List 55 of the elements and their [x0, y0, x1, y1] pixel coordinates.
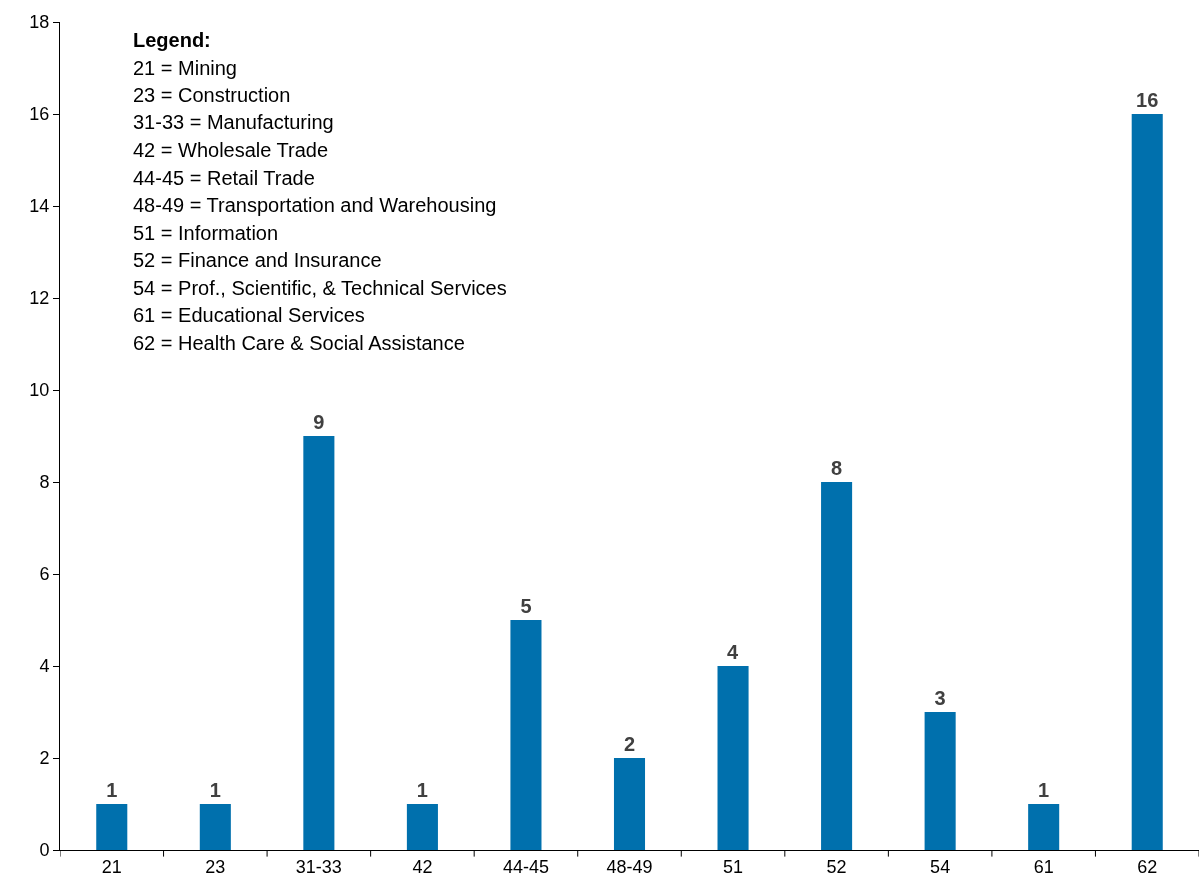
bar	[199, 804, 231, 850]
data-label: 1	[1038, 779, 1050, 801]
bar	[406, 804, 438, 850]
annotation: 62 = Health Care & Social Assistance	[133, 332, 465, 354]
data-label: 3	[934, 687, 946, 709]
annotation: 31-33 = Manufacturing	[133, 111, 334, 133]
bar	[717, 666, 749, 850]
data-label: 1	[209, 779, 221, 801]
data-label: 1	[416, 779, 428, 801]
annotation: 44-45 = Retail Trade	[133, 167, 315, 189]
data-label: 8	[831, 457, 843, 479]
bar	[1028, 804, 1060, 850]
x-tick-label: 61	[1033, 856, 1054, 877]
y-tick-label: 4	[39, 656, 50, 677]
annotation: 54 = Prof., Scientific, & Technical Services	[133, 277, 507, 299]
y-tick-label: 16	[29, 104, 50, 125]
bar	[303, 436, 335, 850]
data-label: 9	[313, 411, 325, 433]
annotation: 23 = Construction	[133, 84, 291, 106]
y-tick-label: 6	[39, 564, 50, 585]
bar	[821, 482, 853, 850]
x-tick-label: 52	[826, 856, 847, 877]
data-label: 1	[106, 779, 118, 801]
bar	[510, 620, 542, 850]
x-tick-label: 51	[723, 856, 744, 877]
annotation: 42 = Wholesale Trade	[133, 139, 329, 161]
y-tick-label: 12	[29, 288, 50, 309]
annotation: 21 = Mining	[133, 57, 237, 79]
annotation: Legend:	[133, 29, 211, 51]
annotation: 51 = Information	[133, 222, 279, 244]
x-tick-label: 42	[412, 856, 433, 877]
x-tick-label: 62	[1137, 856, 1158, 877]
annotation: 48-49 = Transportation and Warehousing	[133, 194, 497, 216]
data-label: 5	[520, 595, 532, 617]
annotation: 52 = Finance and Insurance	[133, 249, 382, 271]
data-label: 4	[727, 641, 740, 663]
x-tick-label: 44-45	[502, 856, 549, 877]
y-tick-label: 18	[29, 12, 50, 33]
y-tick-label: 0	[39, 840, 50, 861]
x-tick-label: 23	[205, 856, 226, 877]
x-tick-label: 21	[101, 856, 122, 877]
bar	[924, 712, 956, 850]
x-tick-label: 48-49	[606, 856, 653, 877]
x-tick-label: 54	[930, 856, 951, 877]
data-label: 2	[623, 733, 636, 755]
y-tick-label: 10	[29, 380, 50, 401]
annotation: 61 = Educational Services	[133, 304, 365, 326]
bar	[96, 804, 128, 850]
data-label: 16	[1136, 89, 1159, 111]
y-tick-label: 8	[39, 472, 50, 493]
y-tick-label: 14	[29, 196, 50, 217]
x-tick-label: 31-33	[295, 856, 342, 877]
y-tick-label: 2	[39, 748, 50, 769]
bar	[613, 758, 646, 850]
bar	[1131, 114, 1163, 850]
